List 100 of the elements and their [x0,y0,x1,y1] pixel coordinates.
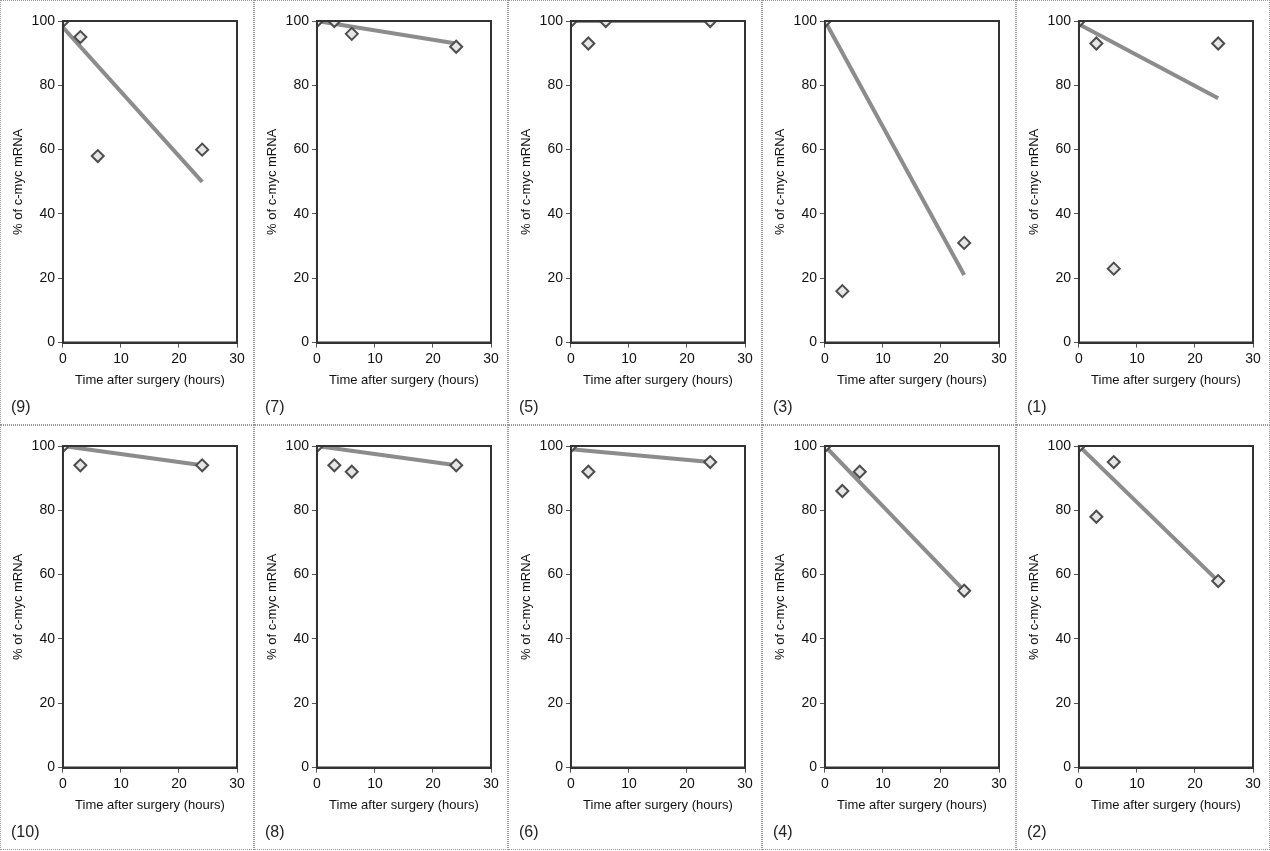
y-tick-label: 60 [39,565,56,582]
x-tick-label: 20 [1187,349,1203,366]
text: (4) [773,823,793,841]
y-axis-title: % of c-myc mRNA [264,128,280,235]
y-tick-label: 80 [801,76,818,93]
y-tick-label: 40 [547,204,564,221]
x-tick-label: 10 [1129,349,1145,366]
y-tick-label: 20 [1055,694,1072,711]
x-tick-label: 0 [59,349,68,366]
y-tick-label: 0 [809,758,818,775]
y-tick-label: 20 [801,694,818,711]
x-tick-label: 20 [933,349,949,366]
x-tick-label: 0 [821,774,830,791]
x-axis-title: Time after surgery (hours) [1091,371,1241,387]
x-tick-label: 0 [567,774,576,791]
x-tick-label: 0 [59,774,68,791]
y-tick-label: 0 [1063,758,1072,775]
y-tick-label: 60 [1055,565,1072,582]
y-tick-label: 20 [801,269,818,286]
x-tick-label: 20 [1187,774,1203,791]
x-tick-label: 30 [991,774,1007,791]
y-tick-label: 100 [31,436,56,453]
y-axis-title: % of c-myc mRNA [772,553,788,660]
x-tick-label: 30 [229,774,245,791]
x-tick-label: 20 [679,774,695,791]
x-tick-label: 20 [171,774,187,791]
y-tick-label: 20 [293,269,310,286]
x-tick-label: 30 [991,349,1007,366]
y-tick-label: 80 [801,501,818,518]
y-tick-label: 20 [39,694,56,711]
y-tick-label: 80 [1055,76,1072,93]
y-tick-label: 0 [809,333,818,350]
text: (8) [265,823,285,841]
x-tick-label: 30 [483,774,499,791]
y-tick-label: 100 [285,436,310,453]
text: (1) [1027,398,1047,416]
x-tick-label: 0 [1075,349,1084,366]
y-axis-title: % of c-myc mRNA [10,128,26,235]
text: (5) [519,398,539,416]
x-tick-label: 10 [1129,774,1145,791]
x-axis-title: Time after surgery (hours) [75,371,225,387]
y-tick-label: 20 [1055,269,1072,286]
y-tick-label: 0 [555,333,564,350]
y-axis-title: % of c-myc mRNA [1026,128,1042,235]
y-tick-label: 80 [547,501,564,518]
x-tick-label: 30 [483,349,499,366]
text: (10) [11,823,40,841]
y-tick-label: 60 [801,140,818,157]
x-tick-label: 20 [171,349,187,366]
y-tick-label: 100 [793,11,818,28]
x-tick-label: 0 [313,349,322,366]
y-axis-title: % of c-myc mRNA [772,128,788,235]
x-axis-title: Time after surgery (hours) [583,371,733,387]
y-tick-label: 40 [39,629,56,646]
y-tick-label: 80 [39,76,56,93]
x-tick-label: 30 [1245,774,1261,791]
x-axis-title: Time after surgery (hours) [329,796,479,812]
x-tick-label: 20 [425,349,441,366]
y-tick-label: 80 [1055,501,1072,518]
x-tick-label: 20 [425,774,441,791]
y-axis-title: % of c-myc mRNA [1026,553,1042,660]
text: (7) [265,398,285,416]
y-tick-label: 20 [547,694,564,711]
x-tick-label: 0 [567,349,576,366]
y-tick-label: 40 [1055,204,1072,221]
y-tick-label: 40 [293,204,310,221]
y-tick-label: 0 [301,333,310,350]
y-tick-label: 20 [39,269,56,286]
y-tick-label: 60 [547,565,564,582]
x-axis-title: Time after surgery (hours) [837,796,987,812]
x-tick-label: 10 [621,774,637,791]
y-tick-label: 60 [39,140,56,157]
x-tick-label: 10 [875,349,891,366]
y-tick-label: 80 [39,501,56,518]
y-tick-label: 60 [293,140,310,157]
y-tick-label: 0 [47,758,56,775]
x-tick-label: 30 [737,349,753,366]
y-axis-title: % of c-myc mRNA [518,553,534,660]
y-axis-title: % of c-myc mRNA [518,128,534,235]
y-axis-title: % of c-myc mRNA [264,553,280,660]
x-axis-title: Time after surgery (hours) [329,371,479,387]
y-tick-label: 80 [293,76,310,93]
y-tick-label: 0 [47,333,56,350]
text: (6) [519,823,539,841]
y-tick-label: 100 [539,436,564,453]
y-tick-label: 0 [555,758,564,775]
x-tick-label: 10 [113,349,129,366]
y-tick-label: 100 [31,11,56,28]
x-axis-title: Time after surgery (hours) [583,796,733,812]
y-axis-title: % of c-myc mRNA [10,553,26,660]
text: (3) [773,398,793,416]
text: (9) [11,398,31,416]
y-tick-label: 100 [1047,436,1072,453]
y-tick-label: 100 [285,11,310,28]
x-tick-label: 30 [737,774,753,791]
x-tick-label: 20 [933,774,949,791]
x-tick-label: 10 [875,774,891,791]
y-tick-label: 80 [293,501,310,518]
x-tick-label: 0 [1075,774,1084,791]
y-tick-label: 40 [1055,629,1072,646]
